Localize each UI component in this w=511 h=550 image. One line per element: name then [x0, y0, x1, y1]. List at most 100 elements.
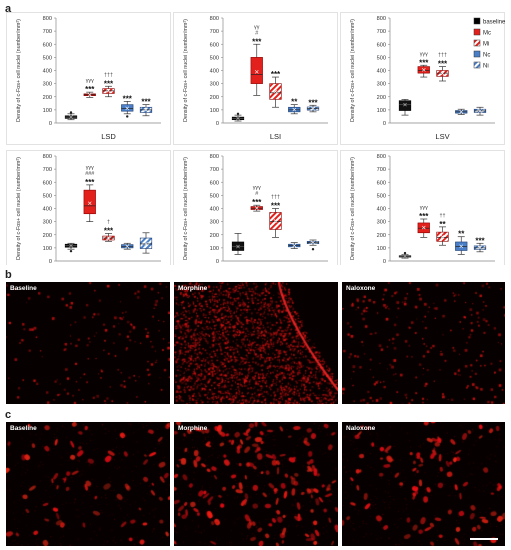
significance-marker: *** — [475, 236, 485, 245]
chart-panel-hdb: 0 100 200 300 400 500 600 700 800 Density of c-Fo… — [340, 150, 505, 265]
legend-swatch-mc — [473, 28, 481, 36]
mean-marker — [254, 206, 259, 210]
box-nc: ** — [455, 230, 468, 255]
y-tick-label: 200 — [43, 233, 52, 239]
significance-marker: *** — [308, 98, 318, 107]
significance-marker: ††† — [438, 53, 447, 59]
mean-marker — [421, 68, 426, 72]
mean-marker — [125, 106, 130, 111]
micrograph-label: Naloxone — [346, 425, 376, 432]
y-tick-label: 700 — [43, 29, 52, 35]
box-mc: ***#γγγ — [250, 185, 263, 212]
box-baseline — [398, 99, 412, 116]
y-tick-label: 0 — [383, 259, 386, 265]
significance-marker: *** — [271, 202, 281, 211]
micrograph-canvas — [342, 422, 505, 546]
legend-label: Ni — [483, 63, 489, 69]
box-mc: ***#γγ — [250, 24, 263, 96]
micrograph-b-baseline: Baseline — [6, 282, 170, 404]
box-mc: ***γγγ — [417, 205, 430, 238]
box-baseline — [64, 242, 78, 253]
scale-bar — [470, 538, 498, 540]
chart-panel-lsd: 0 100 200 300 400 500 600 700 800 Density of c-Fo… — [6, 12, 171, 145]
micrograph-label: Baseline — [10, 425, 37, 432]
y-tick-label: 300 — [43, 220, 52, 226]
y-tick-label: 300 — [210, 220, 219, 226]
y-tick-label: 200 — [43, 95, 52, 101]
box-ni: *** — [473, 236, 487, 253]
micrograph-canvas — [342, 282, 505, 404]
y-tick-label: 800 — [43, 16, 52, 22]
mean-marker — [69, 243, 73, 248]
y-tick-label: 0 — [216, 259, 219, 265]
significance-marker: # — [255, 30, 258, 36]
y-tick-label: 700 — [43, 167, 52, 173]
mean-marker — [311, 240, 315, 245]
mean-marker — [254, 70, 259, 74]
significance-marker: ††† — [271, 195, 280, 201]
micrograph-label: Baseline — [10, 285, 37, 292]
significance-marker: γγγ — [420, 51, 428, 57]
legend: baseline Mc Mi Nc Ni — [473, 17, 506, 69]
y-tick-label: 800 — [210, 154, 219, 160]
legend-swatch-baseline — [473, 17, 481, 25]
y-tick-label: 100 — [210, 108, 219, 114]
box-mi: **†† — [436, 213, 449, 246]
y-tick-label: 200 — [377, 233, 386, 239]
significance-marker: γγγ — [86, 78, 94, 84]
significance-marker: *** — [271, 70, 281, 79]
legend-label: Mi — [483, 41, 489, 47]
outlier-point — [69, 111, 73, 114]
y-tick-label: 200 — [210, 233, 219, 239]
panel-letter-a: a — [5, 3, 12, 15]
legend-swatch-mi — [473, 39, 481, 47]
box-nc: *** — [121, 94, 134, 118]
mean-marker — [459, 110, 464, 114]
micrograph-label: Naloxone — [346, 285, 376, 292]
mean-marker — [459, 244, 464, 249]
mean-marker — [292, 107, 297, 112]
significance-marker: γγγ — [86, 165, 94, 171]
y-axis-label: Density of c-Fos+ cell nuclei (number/mm… — [350, 157, 356, 260]
micrograph-c-naloxone: Naloxone — [342, 422, 505, 546]
box-mc: ***γγγ — [83, 78, 96, 98]
mean-marker — [478, 245, 482, 250]
mean-marker — [236, 116, 240, 121]
y-tick-label: 700 — [210, 29, 219, 35]
legend-swatch-ni — [473, 61, 481, 69]
outlier-point — [311, 247, 315, 251]
y-tick-label: 500 — [210, 193, 219, 199]
mean-marker — [69, 115, 73, 119]
y-tick-label: 600 — [210, 180, 219, 186]
y-tick-label: 300 — [377, 220, 386, 226]
y-tick-label: 500 — [43, 55, 52, 61]
micrograph-canvas — [6, 282, 170, 404]
mean-marker — [478, 109, 482, 113]
outlier-point — [69, 249, 73, 253]
y-tick-label: 500 — [210, 55, 219, 61]
y-axis-label: Density of c-Fos+ cell nuclei (number/mm… — [183, 19, 189, 122]
box-baseline — [231, 233, 245, 255]
chart-panel-lsi: 0 100 200 300 400 500 600 700 800 Density of c-Fo… — [173, 12, 338, 145]
box-baseline — [231, 112, 245, 122]
significance-marker: *** — [85, 178, 95, 187]
micrograph-label: Morphine — [178, 285, 208, 292]
mean-marker — [292, 243, 297, 248]
chart-panel-vdb: 0 100 200 300 400 500 600 700 800 Density of c-Fo… — [173, 150, 338, 265]
box-body — [83, 189, 96, 215]
y-tick-label: 400 — [43, 69, 52, 75]
y-tick-label: 600 — [43, 42, 52, 48]
significance-marker: *** — [438, 60, 448, 69]
mean-marker — [311, 106, 315, 111]
significance-marker: ** — [458, 230, 465, 239]
box-mi: ***††† — [436, 53, 449, 82]
box-ni — [306, 239, 320, 251]
box-nc: ** — [288, 98, 301, 115]
box-nc — [455, 108, 468, 115]
y-tick-label: 600 — [210, 42, 219, 48]
box-ni: *** — [306, 98, 320, 113]
mean-marker — [403, 254, 407, 259]
mean-marker — [403, 102, 407, 107]
box-ni: *** — [139, 98, 153, 117]
significance-marker: *** — [419, 58, 429, 67]
